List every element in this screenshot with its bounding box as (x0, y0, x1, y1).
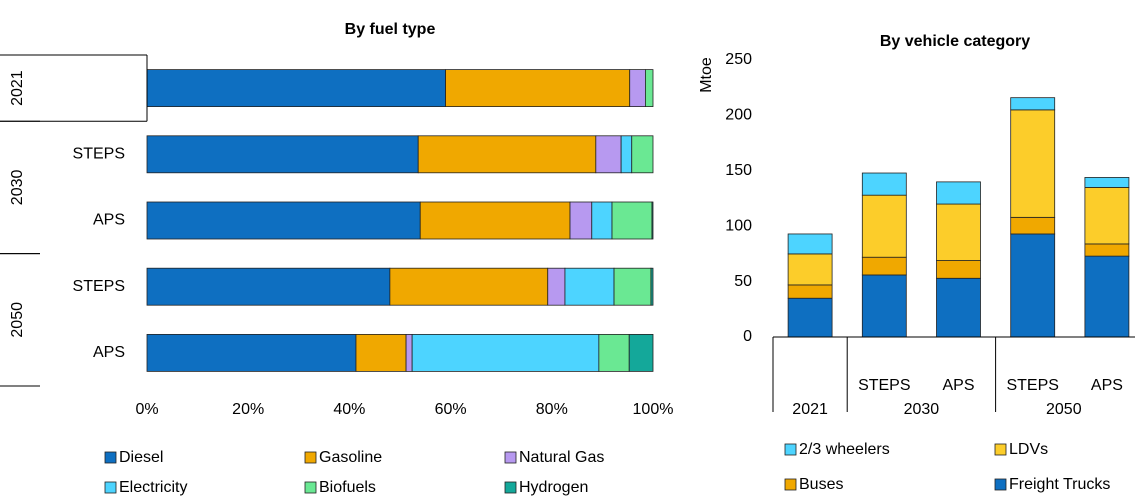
bar-segment (787, 284, 833, 299)
group-label: 2021 (9, 70, 26, 106)
legend-label: Buses (799, 476, 843, 493)
bar-segment (564, 267, 615, 306)
legend-swatch (304, 451, 317, 464)
group-label: 2050 (9, 302, 26, 338)
bar-segment (146, 135, 419, 174)
legend-swatch (994, 443, 1007, 456)
category-label: STEPS (1006, 377, 1058, 394)
x-tick-label: 20% (232, 401, 264, 418)
bar-segment (787, 233, 833, 255)
bar-segment (613, 267, 652, 306)
bar-segment (936, 181, 981, 205)
bar-segment (411, 333, 600, 372)
legend-label: Hydrogen (519, 479, 588, 496)
y-tick-label: 100 (725, 217, 752, 234)
legend-label: Biofuels (319, 479, 376, 496)
bar-segment (569, 201, 593, 240)
group-label: 2030 (904, 401, 940, 418)
chart-title: By vehicle category (880, 33, 1030, 50)
bar-segment (861, 274, 907, 338)
bar-segment (787, 297, 833, 338)
bar-segment (936, 277, 981, 338)
bar-segment (628, 333, 654, 372)
bar-segment (787, 253, 833, 286)
bar-segment (405, 333, 413, 372)
legend-swatch (504, 451, 517, 464)
legend-swatch (104, 451, 117, 464)
legend-label: LDVs (1009, 441, 1048, 458)
legend-swatch (304, 481, 317, 494)
y-tick-label: 150 (725, 162, 752, 179)
y-tick-label: 50 (734, 273, 752, 290)
legend-label: Freight Trucks (1009, 476, 1110, 493)
x-tick-label: 0% (135, 401, 158, 418)
legend-label: Gasoline (319, 449, 382, 466)
legend-label: Diesel (119, 449, 163, 466)
x-tick-label: 60% (435, 401, 467, 418)
y-tick-label: 200 (725, 107, 752, 124)
legend-label: Natural Gas (519, 449, 604, 466)
category-label: APS (1091, 377, 1123, 394)
bar-segment (355, 333, 407, 372)
group-label: 2050 (1046, 401, 1082, 418)
bar-segment (419, 201, 571, 240)
legend-swatch (994, 478, 1007, 491)
bar-segment (861, 194, 907, 258)
bar-segment (389, 267, 549, 306)
bar-segment (611, 201, 653, 240)
chart-title: By fuel type (345, 21, 436, 38)
bar-segment (631, 135, 654, 174)
legend-swatch (784, 478, 797, 491)
bar-segment (445, 69, 631, 107)
bar-segment (936, 260, 981, 279)
x-tick-label: 40% (333, 401, 365, 418)
bar-segment (861, 172, 907, 196)
bar-segment (620, 135, 633, 174)
bar-segment (1010, 216, 1056, 235)
bar-segment (645, 69, 654, 107)
legend-swatch (784, 443, 797, 456)
bar-segment (146, 69, 446, 107)
bar-segment (1084, 187, 1130, 245)
category-label: APS (93, 344, 125, 361)
bar-segment (861, 256, 907, 276)
group-label: 2030 (9, 170, 26, 206)
bar-segment (598, 333, 630, 372)
bar-segment (936, 203, 981, 261)
category-label: STEPS (73, 278, 125, 295)
bar-segment (1010, 109, 1056, 218)
category-label: STEPS (73, 146, 125, 163)
bar-segment (1010, 97, 1056, 111)
legend-label: Electricity (119, 479, 187, 496)
bar-segment (146, 333, 357, 372)
bar-segment (650, 267, 654, 306)
group-label: 2021 (792, 401, 828, 418)
category-label: STEPS (858, 377, 910, 394)
category-label: APS (942, 377, 974, 394)
y-tick-label: 250 (725, 51, 752, 68)
x-tick-label: 80% (536, 401, 568, 418)
x-tick-label: 100% (633, 401, 674, 418)
legend-swatch (504, 481, 517, 494)
y-axis-label: Mtoe (698, 57, 715, 93)
legend-label: 2/3 wheelers (799, 441, 890, 458)
bar-segment (1084, 177, 1130, 188)
bar-segment (417, 135, 597, 174)
bar-segment (1010, 233, 1056, 338)
bar-segment (1084, 255, 1130, 338)
bar-segment (591, 201, 613, 240)
y-tick-label: 0 (743, 328, 752, 345)
bar-segment (629, 69, 646, 107)
legend-swatch (104, 481, 117, 494)
bar-segment (1084, 243, 1130, 257)
bar-segment (547, 267, 566, 306)
category-label: APS (93, 212, 125, 229)
bar-segment (595, 135, 622, 174)
bar-segment (651, 201, 654, 240)
bar-segment (146, 201, 421, 240)
bar-segment (146, 267, 391, 306)
